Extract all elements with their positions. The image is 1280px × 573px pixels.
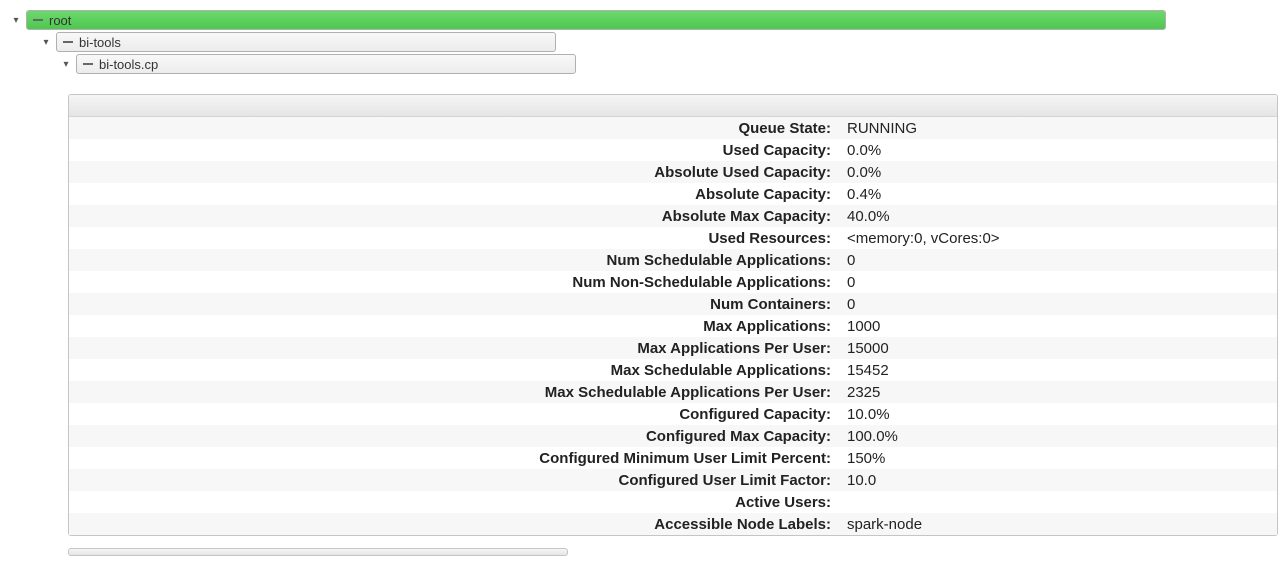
details-label: Max Schedulable Applications Per User:: [69, 384, 839, 401]
details-value: 10.0%: [839, 406, 1277, 423]
details-label: Num Schedulable Applications:: [69, 252, 839, 269]
details-row: Active Users:: [69, 491, 1277, 513]
details-row: Used Capacity:0.0%: [69, 139, 1277, 161]
details-row: Absolute Used Capacity:0.0%: [69, 161, 1277, 183]
details-row: Configured Max Capacity:100.0%: [69, 425, 1277, 447]
details-label: Configured Capacity:: [69, 406, 839, 423]
collapse-icon[interactable]: ▾: [60, 58, 72, 70]
details-row: Absolute Capacity:0.4%: [69, 183, 1277, 205]
details-row: Absolute Max Capacity:40.0%: [69, 205, 1277, 227]
bottom-bar: [68, 548, 568, 556]
details-row: Max Applications Per User:15000: [69, 337, 1277, 359]
details-value: 40.0%: [839, 208, 1277, 225]
details-value: 150%: [839, 450, 1277, 467]
details-row: Max Applications:1000: [69, 315, 1277, 337]
minus-icon: [33, 19, 43, 21]
details-value: 15000: [839, 340, 1277, 357]
details-row: Configured Capacity:10.0%: [69, 403, 1277, 425]
details-value: 0: [839, 274, 1277, 291]
details-row: Num Containers:0: [69, 293, 1277, 315]
details-value: spark-node: [839, 516, 1277, 533]
details-label: Accessible Node Labels:: [69, 516, 839, 533]
details-value: <memory:0, vCores:0>: [839, 230, 1277, 247]
details-label: Absolute Max Capacity:: [69, 208, 839, 225]
details-label: Num Containers:: [69, 296, 839, 313]
details-value: 1000: [839, 318, 1277, 335]
minus-icon: [63, 41, 73, 43]
details-value: 15452: [839, 362, 1277, 379]
details-value: 100.0%: [839, 428, 1277, 445]
details-label: Configured Minimum User Limit Percent:: [69, 450, 839, 467]
details-label: Absolute Used Capacity:: [69, 164, 839, 181]
collapse-icon[interactable]: ▾: [40, 36, 52, 48]
collapse-icon[interactable]: ▾: [10, 14, 22, 26]
queue-label-bitoolscp: bi-tools.cp: [99, 57, 158, 72]
details-label: Used Resources:: [69, 230, 839, 247]
details-label: Queue State:: [69, 120, 839, 137]
details-row: Num Non-Schedulable Applications:0: [69, 271, 1277, 293]
details-value: 0.4%: [839, 186, 1277, 203]
tree-node-bitools: ▾ bi-tools: [40, 32, 1280, 52]
minus-icon: [83, 63, 93, 65]
details-label: Configured User Limit Factor:: [69, 472, 839, 489]
details-value: 0.0%: [839, 164, 1277, 181]
details-row: Used Resources:<memory:0, vCores:0>: [69, 227, 1277, 249]
details-row: Accessible Node Labels:spark-node: [69, 513, 1277, 535]
queue-label-root: root: [49, 13, 71, 28]
queue-tree: ▾ root ▾ bi-tools ▾ bi-tools.cp: [0, 0, 1280, 74]
details-row: Max Schedulable Applications:15452: [69, 359, 1277, 381]
details-header: [69, 95, 1277, 117]
details-value: 0.0%: [839, 142, 1277, 159]
details-label: Absolute Capacity:: [69, 186, 839, 203]
queue-fill-root: [27, 11, 1165, 29]
details-row: Max Schedulable Applications Per User:23…: [69, 381, 1277, 403]
details-value: RUNNING: [839, 120, 1277, 137]
details-value: 0: [839, 252, 1277, 269]
details-row: Configured User Limit Factor:10.0: [69, 469, 1277, 491]
details-value: 0: [839, 296, 1277, 313]
queue-bar-root[interactable]: root: [26, 10, 1166, 30]
details-table: Queue State:RUNNINGUsed Capacity:0.0%Abs…: [69, 117, 1277, 535]
details-label: Max Applications Per User:: [69, 340, 839, 357]
details-label: Num Non-Schedulable Applications:: [69, 274, 839, 291]
details-row: Num Schedulable Applications:0: [69, 249, 1277, 271]
details-label: Used Capacity:: [69, 142, 839, 159]
details-label: Max Applications:: [69, 318, 839, 335]
details-label: Configured Max Capacity:: [69, 428, 839, 445]
details-value: 2325: [839, 384, 1277, 401]
queue-details-panel: Queue State:RUNNINGUsed Capacity:0.0%Abs…: [68, 94, 1278, 536]
queue-bar-bitools[interactable]: bi-tools: [56, 32, 556, 52]
details-row: Queue State:RUNNING: [69, 117, 1277, 139]
details-label: Max Schedulable Applications:: [69, 362, 839, 379]
tree-node-bitoolscp: ▾ bi-tools.cp: [60, 54, 1280, 74]
details-row: Configured Minimum User Limit Percent:15…: [69, 447, 1277, 469]
queue-label-bitools: bi-tools: [79, 35, 121, 50]
details-value: 10.0: [839, 472, 1277, 489]
queue-bar-bitoolscp[interactable]: bi-tools.cp: [76, 54, 576, 74]
details-label: Active Users:: [69, 494, 839, 511]
tree-node-root: ▾ root: [10, 10, 1280, 30]
